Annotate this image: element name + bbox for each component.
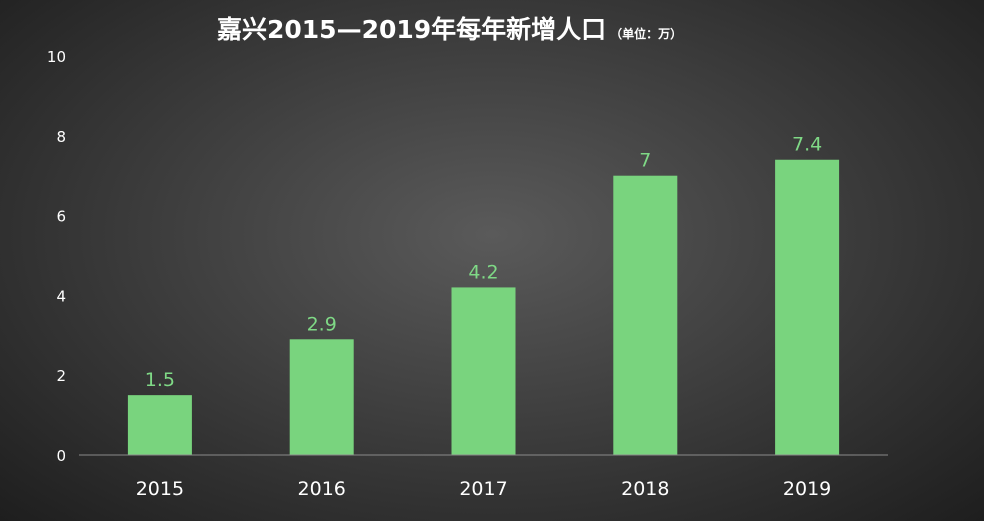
y-tick-label: 8 <box>56 128 66 146</box>
y-tick-label: 0 <box>56 447 66 465</box>
x-axis-ticks: 2015 2016 2017 2018 2019 <box>136 478 832 500</box>
x-tick-label: 2015 <box>136 478 184 500</box>
y-tick-label: 10 <box>47 48 66 66</box>
data-label-2016: 2.9 <box>307 313 337 335</box>
bar-2017 <box>451 287 516 455</box>
y-axis-ticks: 0 2 4 6 8 10 <box>47 48 66 465</box>
y-tick-label: 4 <box>56 287 66 305</box>
y-tick-label: 2 <box>56 367 66 385</box>
bar-2016 <box>289 339 354 455</box>
bar-2019 <box>775 159 840 456</box>
x-tick-label: 2018 <box>621 478 669 500</box>
x-tick-label: 2017 <box>459 478 507 500</box>
data-label-2017: 4.2 <box>468 261 498 283</box>
chart-title: 嘉兴2015—2019年每年新增人口 <box>217 15 606 44</box>
data-label-2018: 7 <box>639 150 651 172</box>
x-tick-label: 2019 <box>783 478 831 500</box>
chart-subtitle: （单位：万） <box>610 26 682 41</box>
x-tick-label: 2016 <box>298 478 346 500</box>
data-labels: 1.5 2.9 4.2 7 7.4 <box>145 134 822 391</box>
y-tick-label: 6 <box>56 208 66 226</box>
bar-2015 <box>127 395 192 455</box>
data-label-2019: 7.4 <box>792 134 822 156</box>
bar-series <box>127 159 840 456</box>
bar-2018 <box>613 175 678 455</box>
data-label-2015: 1.5 <box>145 369 175 391</box>
